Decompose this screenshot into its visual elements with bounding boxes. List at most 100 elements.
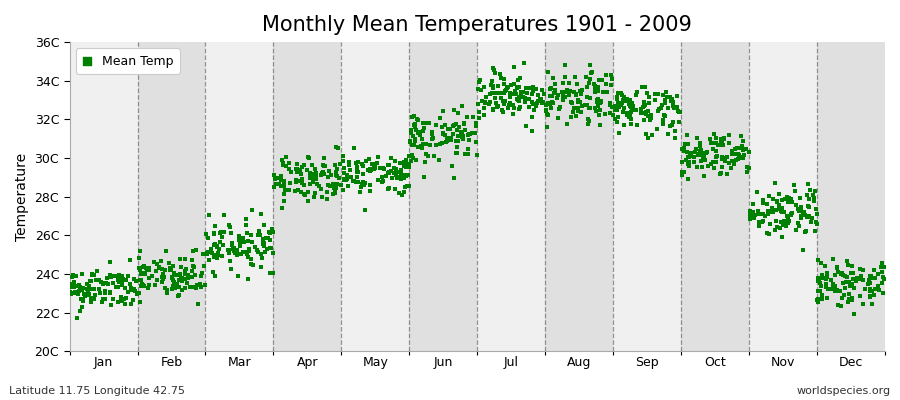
Point <box>862 276 877 283</box>
Point <box>610 94 625 100</box>
Point <box>696 153 710 160</box>
Point <box>165 286 179 292</box>
Point <box>599 89 614 95</box>
Point <box>792 208 806 214</box>
Point <box>392 190 406 196</box>
Point <box>625 104 639 110</box>
Point <box>445 162 459 169</box>
Point <box>338 164 352 171</box>
Point <box>863 272 878 279</box>
Point <box>746 208 760 215</box>
Point <box>569 113 583 120</box>
Point <box>511 98 526 104</box>
Point <box>448 137 463 144</box>
Point <box>123 257 138 264</box>
Point <box>293 170 308 177</box>
Point <box>842 279 856 286</box>
Point <box>266 270 281 276</box>
Point <box>485 85 500 92</box>
Point <box>830 287 844 294</box>
Point <box>254 264 268 270</box>
Point <box>707 140 722 147</box>
Point <box>825 286 840 292</box>
Point <box>404 142 419 148</box>
Point <box>437 122 452 128</box>
Point <box>766 209 780 215</box>
Point <box>306 172 320 179</box>
Point <box>539 108 554 114</box>
Point <box>634 110 648 116</box>
Point <box>231 233 246 240</box>
Point <box>117 284 131 291</box>
Point <box>526 87 540 94</box>
Point <box>140 267 154 273</box>
Point <box>724 151 739 158</box>
Point <box>647 91 662 97</box>
Point <box>751 211 765 218</box>
Point <box>289 178 303 185</box>
Point <box>382 184 397 191</box>
Point <box>674 159 688 166</box>
Point <box>358 180 373 186</box>
Point <box>122 280 137 287</box>
Point <box>185 262 200 269</box>
Point <box>477 105 491 111</box>
Point <box>507 105 521 112</box>
Point <box>681 176 696 182</box>
Point <box>137 283 151 290</box>
Point <box>513 74 527 81</box>
Point <box>809 211 824 217</box>
Point <box>571 105 585 112</box>
Point <box>408 136 422 142</box>
Point <box>393 169 408 175</box>
Text: Latitude 11.75 Longitude 42.75: Latitude 11.75 Longitude 42.75 <box>9 386 185 396</box>
Point <box>841 258 855 264</box>
Point <box>875 269 889 275</box>
Point <box>160 290 175 296</box>
Point <box>341 162 356 168</box>
Point <box>559 89 573 96</box>
Point <box>407 142 421 148</box>
Point <box>371 177 385 184</box>
Point <box>435 124 449 130</box>
Point <box>537 91 552 97</box>
Point <box>230 252 244 258</box>
Point <box>652 106 666 112</box>
Point <box>794 206 808 212</box>
Point <box>394 192 409 198</box>
Point <box>330 173 345 179</box>
Point <box>339 176 354 182</box>
Point <box>126 296 140 303</box>
Point <box>769 218 783 224</box>
Point <box>172 292 186 299</box>
Point <box>596 88 610 95</box>
Point <box>398 183 412 190</box>
Point <box>117 295 131 302</box>
Point <box>266 228 281 235</box>
Point <box>609 106 624 112</box>
Point <box>156 270 170 277</box>
Point <box>246 262 260 268</box>
Point <box>798 228 813 234</box>
Point <box>845 280 859 287</box>
Point <box>211 250 225 256</box>
Point <box>302 154 316 161</box>
Point <box>610 90 625 96</box>
Point <box>589 89 603 95</box>
Point <box>845 295 859 301</box>
Point <box>362 156 376 162</box>
Point <box>651 91 665 97</box>
Point <box>675 168 689 175</box>
Point <box>824 286 838 292</box>
Point <box>716 154 730 161</box>
Point <box>798 228 813 234</box>
Point <box>792 223 806 230</box>
Point <box>105 280 120 286</box>
Point <box>408 138 422 144</box>
Point <box>758 213 772 219</box>
Point <box>802 212 816 219</box>
Point <box>357 182 372 188</box>
Point <box>195 270 210 277</box>
Point <box>852 266 867 272</box>
Point <box>833 303 848 310</box>
